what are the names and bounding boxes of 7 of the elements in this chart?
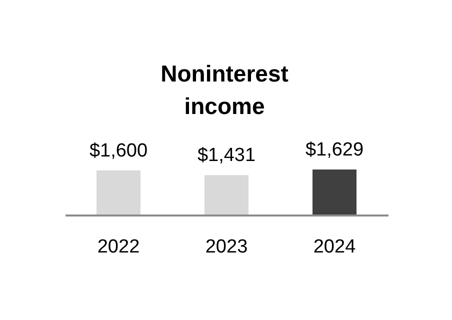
chart-title: Noninterest income bbox=[160, 60, 289, 119]
data-label: $1,629 bbox=[305, 140, 364, 160]
x-tick-label: 2024 bbox=[313, 236, 356, 258]
data-label: $1,431 bbox=[197, 145, 256, 166]
x-tick-label: 2022 bbox=[97, 236, 140, 258]
x-tick-label: 2023 bbox=[205, 236, 248, 258]
data-label: $1,600 bbox=[89, 140, 148, 162]
